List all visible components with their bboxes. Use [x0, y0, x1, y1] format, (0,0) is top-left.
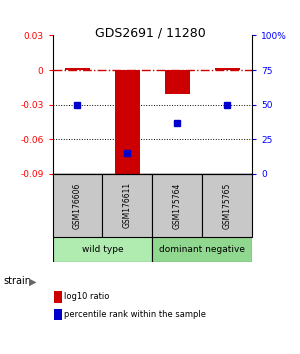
Bar: [165, 70, 190, 94]
Bar: [202, 174, 252, 237]
Bar: [115, 70, 140, 174]
Bar: [65, 68, 90, 70]
Text: percentile rank within the sample: percentile rank within the sample: [64, 310, 206, 319]
Text: GSM175764: GSM175764: [173, 182, 182, 229]
Bar: [214, 68, 239, 70]
Text: strain: strain: [3, 276, 31, 286]
Bar: [52, 237, 152, 262]
Bar: [152, 237, 252, 262]
Bar: [52, 174, 102, 237]
Text: wild type: wild type: [82, 245, 123, 254]
Text: GSM176606: GSM176606: [73, 182, 82, 229]
Text: GSM175765: GSM175765: [223, 182, 232, 229]
Text: dominant negative: dominant negative: [159, 245, 245, 254]
Text: ▶: ▶: [28, 276, 36, 286]
Bar: [152, 174, 202, 237]
Text: GSM176611: GSM176611: [123, 182, 132, 228]
Bar: [102, 174, 152, 237]
Text: GDS2691 / 11280: GDS2691 / 11280: [94, 27, 206, 40]
Text: log10 ratio: log10 ratio: [64, 292, 110, 301]
